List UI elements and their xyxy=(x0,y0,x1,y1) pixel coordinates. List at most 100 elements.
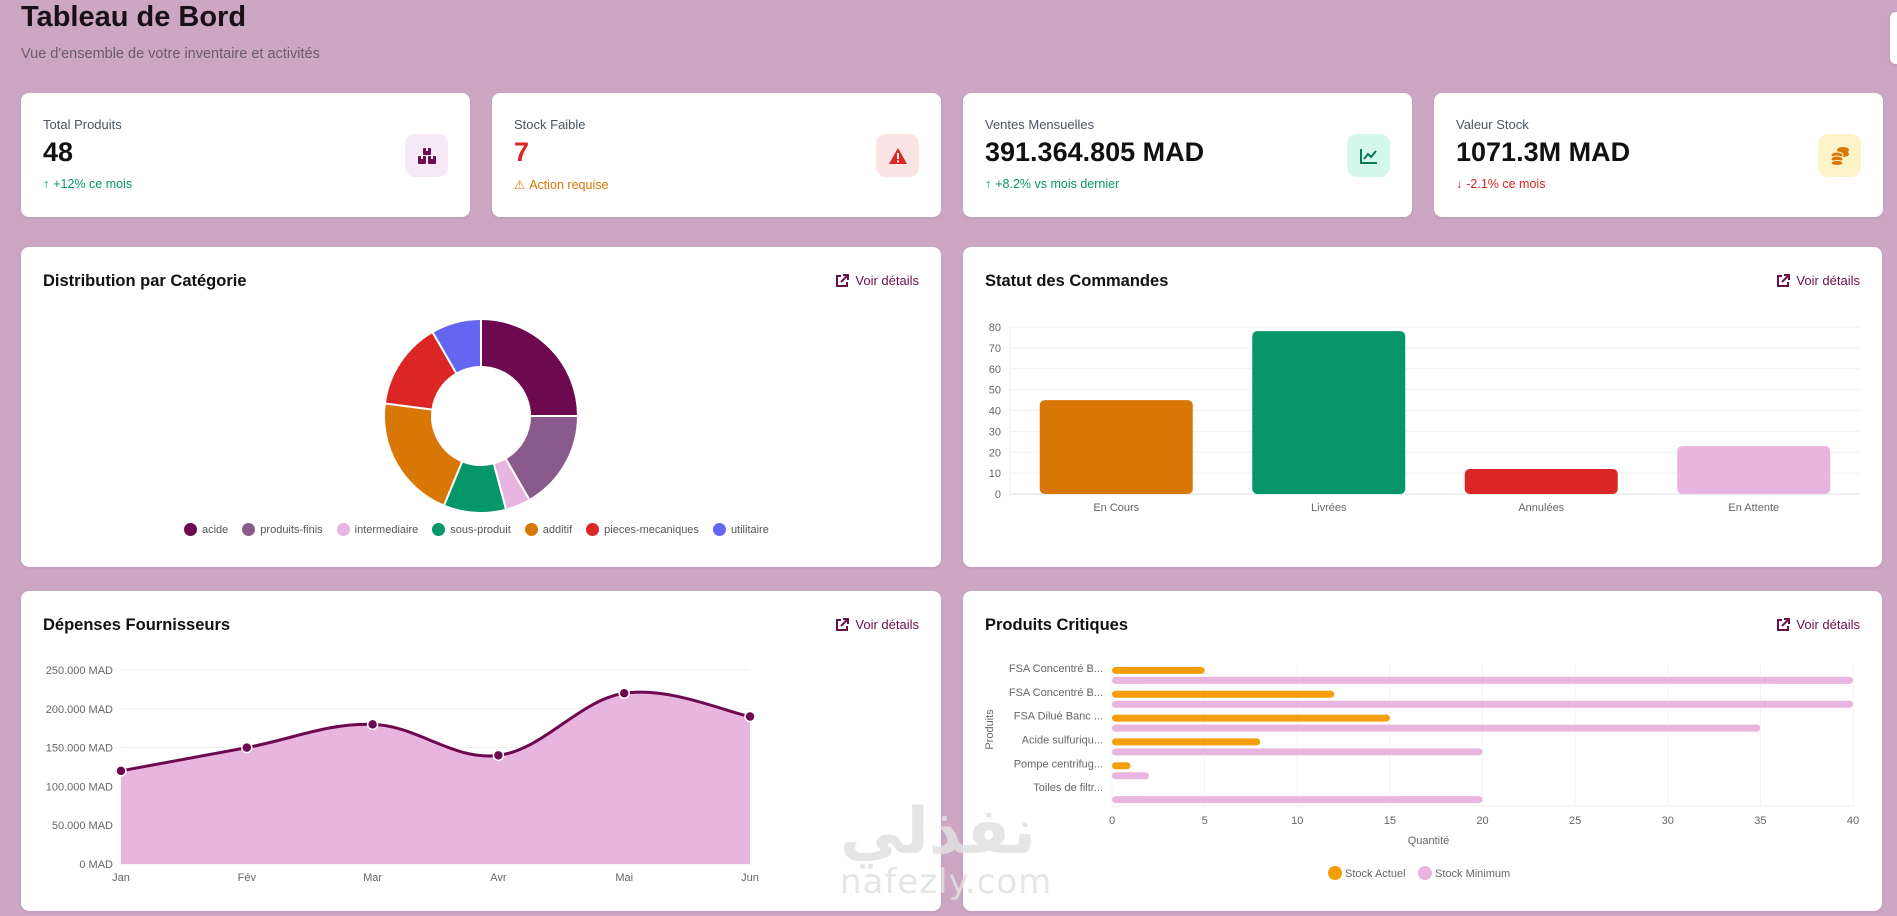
y-tick-label: FSA Dilué Banc ... xyxy=(1014,711,1103,723)
stat-trend: ⚠ Action requise xyxy=(514,177,608,193)
x-tick-label: Avr xyxy=(490,872,507,884)
legend-item-acide[interactable]: acide xyxy=(184,523,228,536)
legend-label: additif xyxy=(542,523,573,536)
stat-card-low-stock: Stock Faible 7 ⚠ Action requise xyxy=(492,93,941,217)
stat-value: 1071.3M MAD xyxy=(1456,137,1631,167)
y-tick-label: FSA Concentré B... xyxy=(1009,687,1103,699)
external-link-icon xyxy=(1777,617,1791,631)
y-tick-label: 0 MAD xyxy=(79,859,113,871)
x-tick-label: Mar xyxy=(363,872,382,884)
x-tick-label: Annulées xyxy=(1518,502,1564,514)
x-tick-label: Livrées xyxy=(1311,502,1347,514)
critical-products-chart: 0 5 10 15 20 25 30 35 40 Quantité Produits FSA Conc… xyxy=(984,663,1859,880)
stat-value: 391.364.805 MAD xyxy=(985,137,1205,167)
legend-dot xyxy=(1418,866,1432,880)
legend-dot xyxy=(524,523,538,536)
orders-bar-chart: 0 10 20 30 40 50 60 70 80 En Cours Livrées Annulées… xyxy=(989,322,1860,514)
bar-stock-minimum xyxy=(1112,724,1761,732)
header-action-button[interactable] xyxy=(1890,12,1897,64)
legend-dot xyxy=(1328,866,1342,880)
legend-item-intermediaire[interactable]: intermediaire xyxy=(336,523,419,536)
legend-label: Stock Actuel xyxy=(1345,868,1406,880)
stat-trend: ↓ -2.1% ce mois xyxy=(1456,177,1545,191)
y-tick-label: 150.000 MAD xyxy=(46,743,113,755)
view-details-label: Voir détails xyxy=(855,617,919,632)
x-tick-label: 10 xyxy=(1291,815,1303,827)
data-point-Avr xyxy=(492,749,505,762)
stat-card-total-products: Total Produits 48 ↑ +12% ce mois xyxy=(21,93,470,217)
y-tick-label: Acide sulfuriqu... xyxy=(1022,734,1103,746)
donut-slice-utilitaire xyxy=(431,317,482,375)
x-tick-label: En Cours xyxy=(1093,502,1139,514)
panel-title: Dépenses Fournisseurs xyxy=(43,616,231,634)
legend-item-sous-produit[interactable]: sous-produit xyxy=(432,523,511,536)
stat-trend-text: +8.2% vs mois dernier xyxy=(995,177,1120,191)
arrow-down-icon: ↓ xyxy=(1456,177,1463,191)
view-details-link[interactable]: Voir détails xyxy=(1776,273,1860,288)
arrow-up-icon: ↑ xyxy=(43,177,50,191)
x-tick-label: Jun xyxy=(741,872,759,884)
x-tick-label: Jan xyxy=(112,872,130,884)
area-fill xyxy=(121,692,750,864)
donut-slice-acide xyxy=(480,317,580,417)
y-tick-label: 20 xyxy=(989,447,1001,459)
y-tick-label: 100.000 MAD xyxy=(46,781,113,793)
external-link-icon xyxy=(1777,273,1791,287)
x-axis-label: Quantité xyxy=(1408,835,1450,847)
page-header: Tableau de Bord Vue d'ensemble de votre … xyxy=(21,0,320,62)
x-tick-label: 15 xyxy=(1384,815,1396,827)
y-tick-label: 0 xyxy=(995,489,1001,501)
legend-item-utilitaire[interactable]: utilitaire xyxy=(712,523,769,536)
bar-En Attente xyxy=(1677,445,1831,494)
boxes-icon xyxy=(405,134,448,177)
panel-title: Distribution par Catégorie xyxy=(43,272,247,290)
chart-line-icon xyxy=(1347,134,1390,177)
legend-label: intermediaire xyxy=(354,523,419,536)
stat-label: Stock Faible xyxy=(514,117,586,132)
bar-stock-minimum xyxy=(1112,676,1853,684)
legend-item-pieces-mecaniques[interactable]: pieces-mecaniques xyxy=(586,523,699,536)
stat-trend: ↑ +8.2% vs mois dernier xyxy=(985,177,1119,191)
data-point-Fév xyxy=(241,741,253,754)
data-point-Jun xyxy=(744,710,756,723)
bar-stock-actuel xyxy=(1112,738,1261,746)
bar-Annulées xyxy=(1464,468,1618,494)
x-tick-label: 25 xyxy=(1569,815,1581,827)
view-details-label: Voir détails xyxy=(855,273,919,288)
y-tick-label: Toiles de filtr... xyxy=(1033,782,1103,794)
bar-Livrées xyxy=(1252,331,1406,494)
y-tick-label: 50.000 MAD xyxy=(52,820,113,832)
bar-stock-minimum xyxy=(1112,796,1483,804)
x-tick-label: 35 xyxy=(1754,815,1766,827)
legend-item-additif[interactable]: additif xyxy=(524,523,573,536)
view-details-link[interactable]: Voir détails xyxy=(835,273,919,288)
panel-order-status: Statut des Commandes Voir détails 0 10 20 3… xyxy=(963,247,1882,567)
data-point-Mai xyxy=(618,687,630,700)
y-tick-label: FSA Concentré B... xyxy=(1009,663,1103,675)
y-tick-label: 10 xyxy=(989,468,1001,480)
external-link-icon xyxy=(836,273,850,287)
legend-label: sous-produit xyxy=(450,523,511,536)
panel-critical-products: Produits Critiques Voir détails 0 5 10 15 20… xyxy=(963,591,1882,911)
page-title: Tableau de Bord xyxy=(21,1,247,33)
page-subtitle: Vue d'ensemble de votre inventaire et ac… xyxy=(21,46,320,62)
legend-label: pieces-mecaniques xyxy=(604,523,699,536)
stat-trend: ↑ +12% ce mois xyxy=(43,177,132,191)
y-tick-label: 200.000 MAD xyxy=(46,704,113,716)
stat-label: Total Produits xyxy=(43,117,122,132)
y-tick-label: 250.000 MAD xyxy=(46,665,113,677)
view-details-link[interactable]: Voir détails xyxy=(1776,617,1860,632)
bar-stock-actuel xyxy=(1112,762,1131,770)
line-series xyxy=(120,690,751,773)
stat-value: 48 xyxy=(43,137,74,167)
panel-title: Statut des Commandes xyxy=(985,272,1169,290)
bar-stock-actuel xyxy=(1112,714,1390,722)
legend-item-produits-finis[interactable]: produits-finis xyxy=(242,523,323,536)
y-tick-label: 40 xyxy=(989,406,1001,418)
panel-category-distribution: Distribution par Catégorie Voir détails … xyxy=(21,247,941,567)
bar-stock-minimum xyxy=(1112,748,1483,756)
bar-stock-actuel xyxy=(1112,666,1205,674)
view-details-link[interactable]: Voir détails xyxy=(835,617,919,632)
y-tick-label: 60 xyxy=(989,364,1001,376)
legend-dot xyxy=(586,523,600,536)
